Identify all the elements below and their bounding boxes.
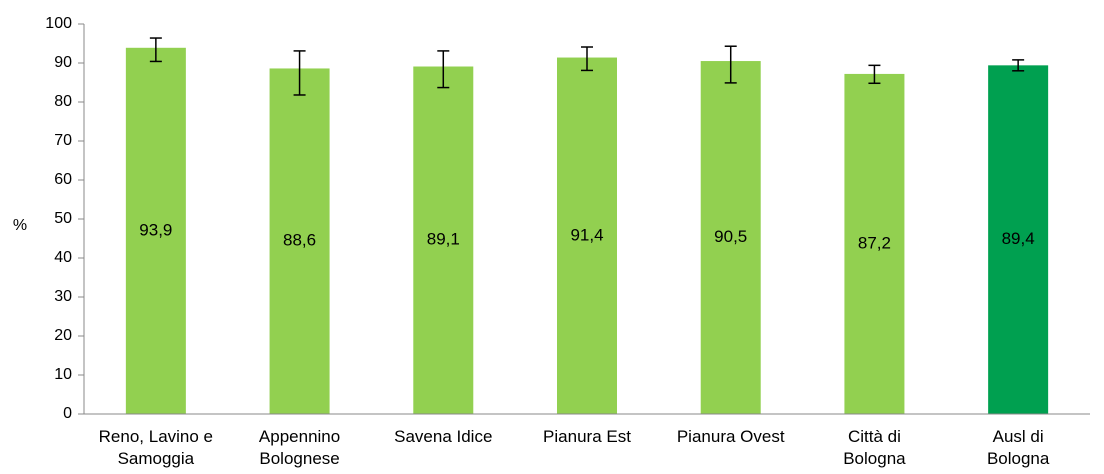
data-label: 89,1 [427, 230, 460, 249]
y-tick-label: 80 [54, 93, 72, 110]
x-axis-labels-group: Reno, Lavino e Samoggia Appennino Bolognese… [99, 427, 1050, 468]
error-bars-group [149, 37, 1025, 96]
bars-group [125, 47, 1049, 415]
data-label: 90,5 [714, 227, 747, 246]
bar [844, 73, 905, 415]
x-tick-label: Bolognese [259, 449, 339, 468]
y-axis-label: % [13, 217, 27, 234]
x-tick-label: Pianura Ovest [677, 427, 785, 446]
bar [269, 68, 330, 415]
data-label: 91,4 [570, 225, 603, 244]
data-label: 89,4 [1002, 229, 1035, 248]
y-tick-label: 60 [54, 171, 72, 188]
axes-lines [83, 24, 1090, 415]
x-tick-label: Pianura Est [543, 427, 631, 446]
y-tick-label: 50 [54, 210, 72, 227]
bar [125, 47, 186, 414]
data-label: 87,2 [858, 233, 891, 252]
y-tick-label: 40 [54, 249, 72, 266]
bar [557, 57, 617, 414]
bar [700, 61, 761, 415]
bar [413, 66, 474, 414]
x-tick-label: Samoggia [118, 449, 195, 468]
data-labels-group: 93,9 88,6 89,1 91,4 90,5 87,2 89,4 [139, 220, 1034, 252]
y-tick-label: 100 [45, 15, 72, 32]
y-tick-label: 20 [54, 327, 72, 344]
x-tick-label: Reno, Lavino e [99, 427, 213, 446]
data-label: 88,6 [283, 231, 316, 250]
x-tick-label: Bologna [843, 449, 906, 468]
bar [988, 65, 1049, 414]
y-tick-label: 0 [63, 405, 72, 422]
y-tick-label: 90 [54, 54, 72, 71]
x-tick-label: Savena Idice [394, 427, 492, 446]
x-tick-label: Città di [848, 427, 901, 446]
x-tick-label: Bologna [987, 449, 1050, 468]
y-axis: 0 10 20 30 40 50 60 70 80 90 100 [45, 15, 84, 422]
data-label: 93,9 [139, 220, 172, 239]
y-tick-label: 10 [54, 366, 72, 383]
y-tick-label: 70 [54, 132, 72, 149]
x-tick-label: Ausl di [993, 427, 1044, 446]
y-tick-label: 30 [54, 288, 72, 305]
x-tick-label: Appennino [259, 427, 340, 446]
